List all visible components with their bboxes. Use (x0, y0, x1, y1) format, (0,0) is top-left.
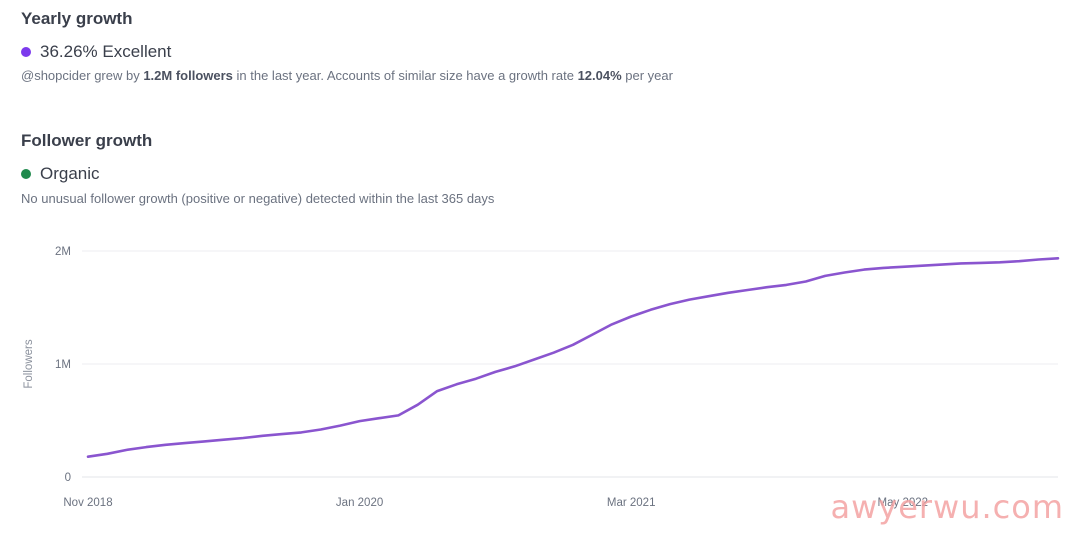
yearly-growth-description: @shopcider grew by 1.2M followers in the… (21, 68, 673, 83)
yearly-growth-value: 36.26% Excellent (40, 42, 172, 61)
watermark: awyerwu.com (830, 488, 1064, 526)
benchmark-rate: 12.04% (577, 68, 622, 83)
account-handle: @shopcider (21, 68, 91, 83)
follower-growth-description: No unusual follower growth (positive or … (21, 191, 495, 206)
follower-growth-title: Follower growth (21, 131, 153, 150)
x-tick-label: Nov 2018 (63, 497, 112, 509)
desc-text-3: per year (621, 68, 673, 83)
yearly-growth-status: 36.26% Excellent (21, 42, 171, 62)
y-tick-label: 0 (65, 472, 71, 484)
desc-text-2: in the last year. Accounts of similar si… (232, 68, 578, 83)
y-tick-label: 2M (55, 246, 71, 258)
followers-series-line (86, 256, 1060, 459)
followers-gained: 1.2M followers (143, 68, 233, 83)
status-dot-icon (21, 47, 31, 57)
x-tick-label: Jan 2020 (336, 497, 383, 509)
follower-growth-value: Organic (40, 164, 100, 183)
desc-text-1: grew by (90, 68, 144, 83)
yearly-growth-title: Yearly growth (21, 9, 133, 28)
x-tick-label: May 2022 (878, 497, 929, 509)
y-tick-label: 1M (55, 359, 71, 371)
x-tick-label: Mar 2021 (607, 497, 656, 509)
follower-growth-status: Organic (21, 164, 100, 184)
y-axis-label: Followers (23, 339, 35, 388)
status-dot-icon (21, 169, 31, 179)
